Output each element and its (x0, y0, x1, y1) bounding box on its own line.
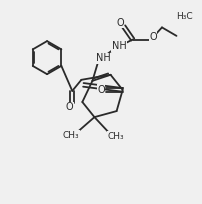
Text: O: O (97, 85, 104, 95)
Text: CH₃: CH₃ (107, 132, 123, 141)
Text: O: O (65, 102, 73, 112)
Text: NH: NH (111, 41, 126, 51)
Text: O: O (148, 32, 156, 42)
Text: NH: NH (95, 53, 110, 63)
Text: O: O (116, 18, 123, 28)
Text: CH₃: CH₃ (63, 131, 79, 140)
Text: H₃C: H₃C (175, 12, 192, 21)
